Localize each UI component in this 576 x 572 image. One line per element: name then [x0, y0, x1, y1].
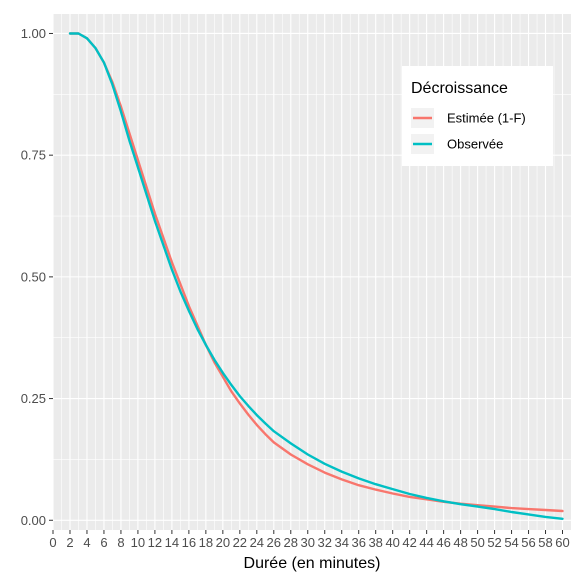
x-tick-label: 4 — [83, 535, 90, 550]
x-tick-label: 46 — [436, 535, 450, 550]
x-tick-label: 34 — [334, 535, 348, 550]
x-tick-label: 38 — [368, 535, 382, 550]
x-tick-label: 10 — [131, 535, 145, 550]
minor-grid — [53, 14, 571, 530]
legend-title: Décroissance — [411, 80, 508, 97]
series-lines — [68, 32, 564, 520]
x-tick-label: 2 — [66, 535, 73, 550]
x-tick-label: 58 — [538, 535, 552, 550]
x-tick-label: 0 — [49, 535, 56, 550]
x-tick-label: 40 — [385, 535, 399, 550]
x-tick-label: 50 — [470, 535, 484, 550]
y-tick-label: 0.00 — [21, 513, 46, 528]
legend-label: Observée — [447, 137, 503, 152]
x-tick-label: 8 — [117, 535, 124, 550]
x-tick-label: 20 — [216, 535, 230, 550]
legend-items: Estimée (1-F) Observée — [411, 108, 526, 154]
x-tick-label: 16 — [182, 535, 196, 550]
x-tick-label: 44 — [419, 535, 433, 550]
y-tick-label: 0.75 — [21, 148, 46, 163]
y-axis: 0.00 0.25 0.50 0.75 1.00 — [21, 26, 53, 528]
x-tick-label: 32 — [318, 535, 332, 550]
x-tick-label: 52 — [487, 535, 501, 550]
x-tick-label: 26 — [267, 535, 281, 550]
x-tick-label: 60 — [555, 535, 569, 550]
x-tick-label: 18 — [199, 535, 213, 550]
x-tick-label: 24 — [250, 535, 264, 550]
y-tick-label: 0.50 — [21, 269, 46, 284]
x-tick-label: 30 — [301, 535, 315, 550]
x-tick-label: 28 — [284, 535, 298, 550]
y-tick-label: 1.00 — [21, 26, 46, 41]
x-tick-label: 6 — [100, 535, 107, 550]
x-axis-title: Durée (en minutes) — [244, 555, 381, 572]
x-tick-label: 42 — [402, 535, 416, 550]
x-tick-label: 54 — [504, 535, 518, 550]
series-line-1 — [68, 32, 564, 520]
x-tick-label: 48 — [453, 535, 467, 550]
x-tick-label: 56 — [521, 535, 535, 550]
x-tick-label: 36 — [351, 535, 365, 550]
x-axis: 0 2 4 6 8 10 12 14 16 18 20 22 24 26 28 30 32 34 36 38 40 42 4… — [49, 530, 570, 550]
x-tick-label: 14 — [165, 535, 179, 550]
legend: Décroissance Estimée (1-F) Observée — [402, 66, 553, 166]
y-tick-label: 0.25 — [21, 391, 46, 406]
legend-label: Estimée (1-F) — [447, 111, 526, 126]
x-tick-label: 12 — [148, 535, 162, 550]
x-tick-label: 22 — [233, 535, 247, 550]
